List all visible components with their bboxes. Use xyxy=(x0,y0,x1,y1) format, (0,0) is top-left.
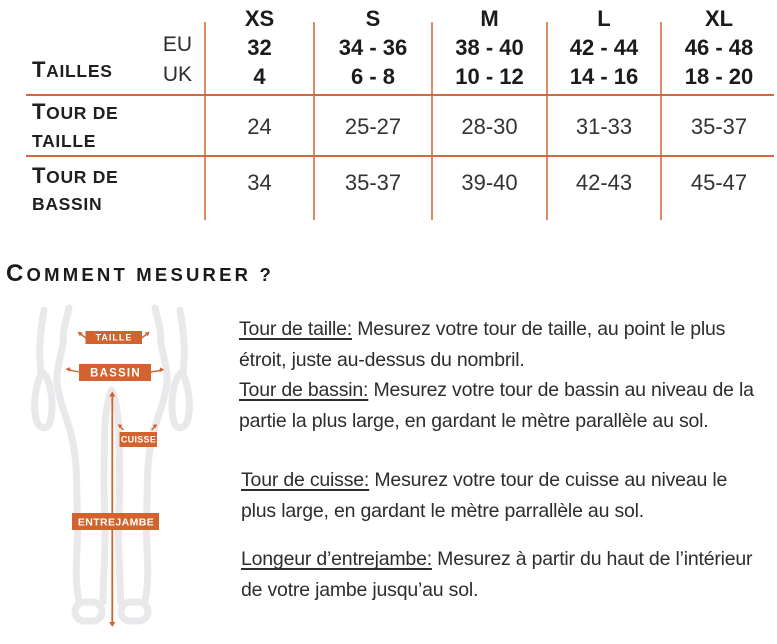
svg-text:BASSIN: BASSIN xyxy=(90,368,141,380)
svg-text:ENTREJAMBE: ENTREJAMBE xyxy=(78,517,154,529)
svg-text:TAILLE: TAILLE xyxy=(96,333,133,343)
svg-text:CUISSE: CUISSE xyxy=(121,435,156,445)
